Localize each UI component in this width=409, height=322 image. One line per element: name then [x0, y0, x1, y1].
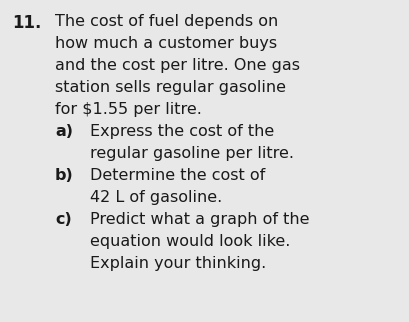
Text: 11.: 11.: [12, 14, 41, 32]
Text: Predict what a graph of the: Predict what a graph of the: [90, 212, 310, 227]
Text: b): b): [55, 168, 74, 183]
Text: for $1.55 per litre.: for $1.55 per litre.: [55, 102, 202, 117]
Text: station sells regular gasoline: station sells regular gasoline: [55, 80, 286, 95]
Text: and the cost per litre. One gas: and the cost per litre. One gas: [55, 58, 300, 73]
Text: The cost of fuel depends on: The cost of fuel depends on: [55, 14, 278, 29]
Text: equation would look like.: equation would look like.: [90, 234, 290, 249]
Text: Determine the cost of: Determine the cost of: [90, 168, 265, 183]
Text: regular gasoline per litre.: regular gasoline per litre.: [90, 146, 294, 161]
Text: c): c): [55, 212, 72, 227]
Text: a): a): [55, 124, 73, 139]
Text: Express the cost of the: Express the cost of the: [90, 124, 274, 139]
Text: Explain your thinking.: Explain your thinking.: [90, 256, 266, 271]
Text: how much a customer buys: how much a customer buys: [55, 36, 277, 51]
Text: 42 L of gasoline.: 42 L of gasoline.: [90, 190, 222, 205]
